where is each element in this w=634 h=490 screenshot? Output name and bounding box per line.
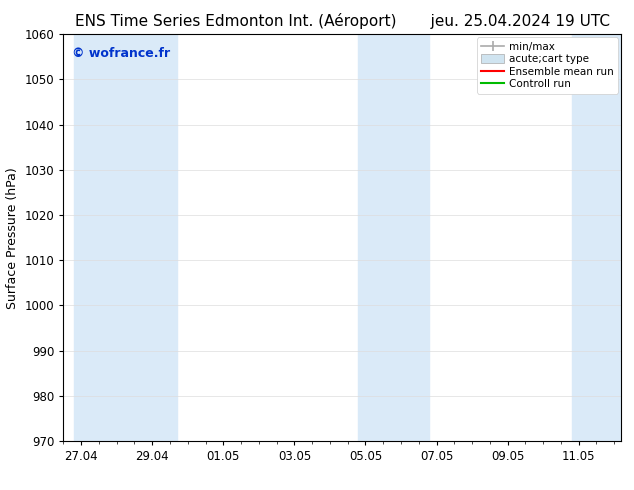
Bar bbox=[74, 34, 127, 441]
Bar bbox=[358, 34, 401, 441]
Text: © wofrance.fr: © wofrance.fr bbox=[72, 47, 170, 59]
Y-axis label: Surface Pressure (hPa): Surface Pressure (hPa) bbox=[6, 167, 19, 309]
Title: ENS Time Series Edmonton Int. (Aéroport)       jeu. 25.04.2024 19 UTC: ENS Time Series Edmonton Int. (Aéroport)… bbox=[75, 13, 610, 29]
Legend: min/max, acute;cart type, Ensemble mean run, Controll run: min/max, acute;cart type, Ensemble mean … bbox=[477, 37, 618, 94]
Bar bbox=[127, 34, 177, 441]
Bar bbox=[572, 34, 632, 441]
Bar bbox=[394, 34, 429, 441]
